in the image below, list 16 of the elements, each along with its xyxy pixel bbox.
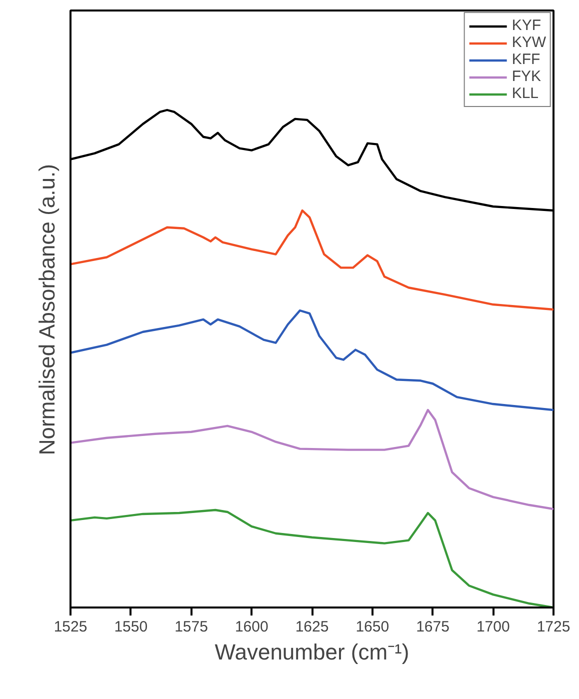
x-tick-label: 1700 <box>476 618 510 636</box>
legend-label: KFF <box>512 51 540 68</box>
legend-label: KYW <box>512 34 546 51</box>
legend-label: KYF <box>512 17 542 34</box>
x-tick-label: 1625 <box>295 618 329 636</box>
x-tick-label: 1600 <box>234 618 268 636</box>
x-tick-label: 1525 <box>54 618 88 636</box>
legend-label: FYK <box>512 68 542 85</box>
legend-label: KLL <box>512 85 539 102</box>
x-tick-label: 1650 <box>356 618 390 636</box>
x-tick-label: 1725 <box>536 618 570 636</box>
y-axis-title: Normalised Absorbance (a.u.) <box>34 164 60 456</box>
x-tick-label: 1575 <box>174 618 208 636</box>
x-tick-label: 1675 <box>416 618 450 636</box>
x-tick-label: 1550 <box>114 618 148 636</box>
x-axis-title: Wavenumber (cm⁻¹) <box>214 640 410 664</box>
